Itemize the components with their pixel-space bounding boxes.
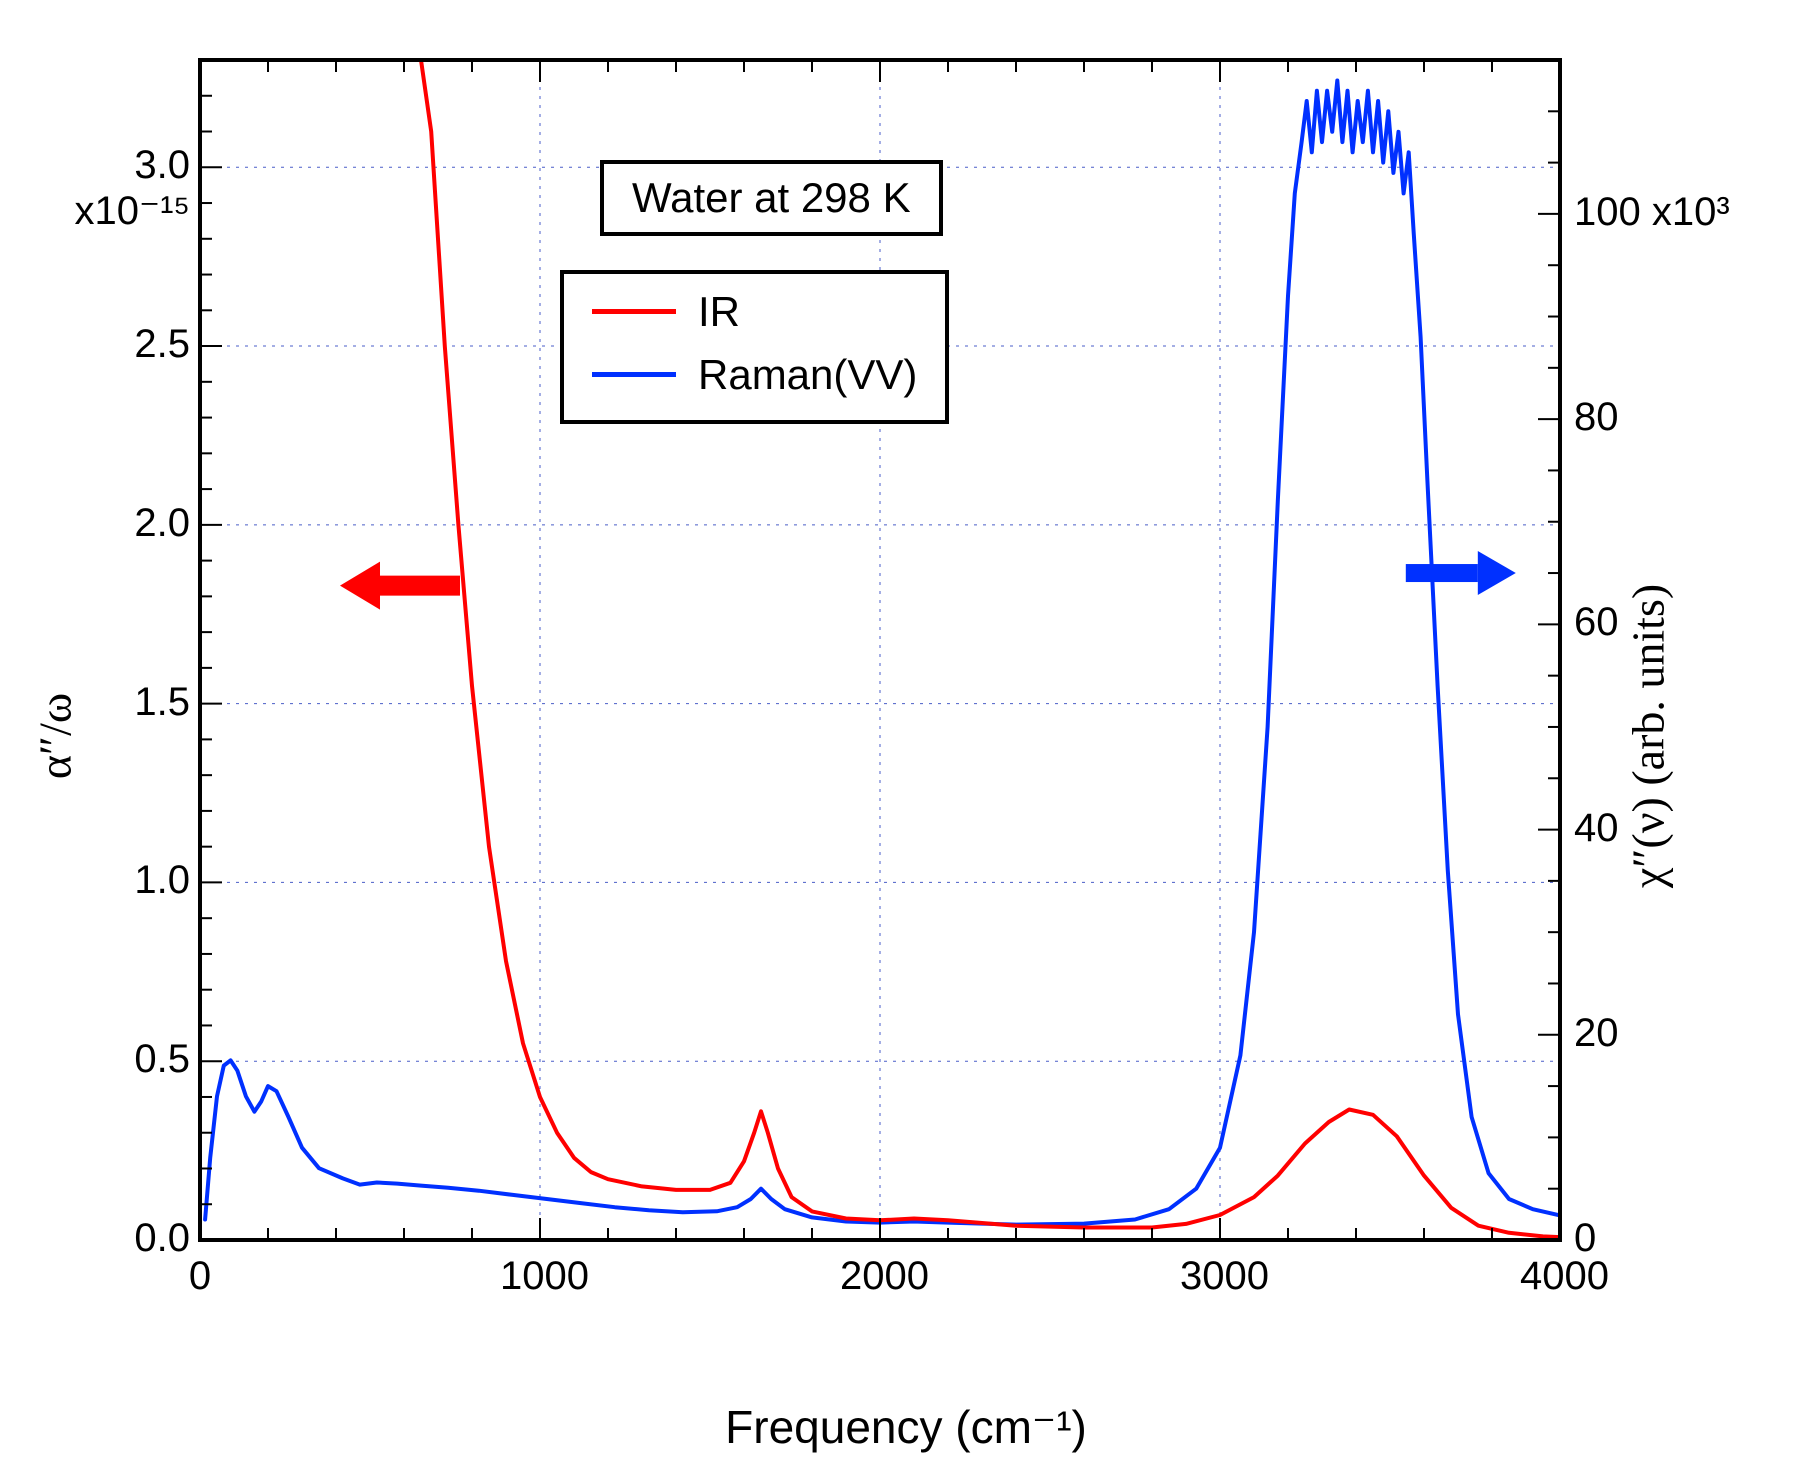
y-right-tick-label: 0 <box>1574 1216 1654 1261</box>
legend: IRRaman(VV) <box>560 270 949 424</box>
x-axis-label: Frequency (cm⁻¹) <box>725 1400 1087 1454</box>
x-tick-label: 3000 <box>1180 1254 1260 1299</box>
legend-item: Raman(VV) <box>592 343 917 406</box>
legend-item: IR <box>592 280 917 343</box>
y-right-tick-label: 60 <box>1574 600 1654 645</box>
legend-label: Raman(VV) <box>698 343 917 406</box>
legend-swatch <box>592 309 676 314</box>
legend-label: IR <box>698 280 740 343</box>
y-left-tick-label: 0.0 <box>110 1216 190 1261</box>
y-left-tick-label: 2.0 <box>110 501 190 546</box>
y-right-tick-label: 20 <box>1574 1011 1654 1056</box>
y-right-tick-label: 100 x10³ <box>1574 190 1774 235</box>
y-left-axis-label: α″/ω <box>29 693 82 779</box>
legend-swatch <box>592 372 676 377</box>
chart-title: Water at 298 K <box>604 164 939 232</box>
y-left-tick-label: 1.0 <box>110 858 190 903</box>
spectroscopy-chart: α″/ω χ″(ν) (arb. units) Frequency (cm⁻¹)… <box>0 0 1812 1472</box>
x-tick-label: 2000 <box>840 1254 920 1299</box>
chart-title-box: Water at 298 K <box>600 160 943 236</box>
x-tick-label: 1000 <box>500 1254 580 1299</box>
y-left-tick-label: 0.5 <box>110 1037 190 1082</box>
y-right-tick-label: 80 <box>1574 395 1654 440</box>
y-left-tick-label: 3.0 x10⁻¹⁵ <box>10 143 190 234</box>
y-right-tick-label: 40 <box>1574 806 1654 851</box>
y-left-tick-label: 1.5 <box>110 680 190 725</box>
y-left-tick-label: 2.5 <box>110 322 190 367</box>
